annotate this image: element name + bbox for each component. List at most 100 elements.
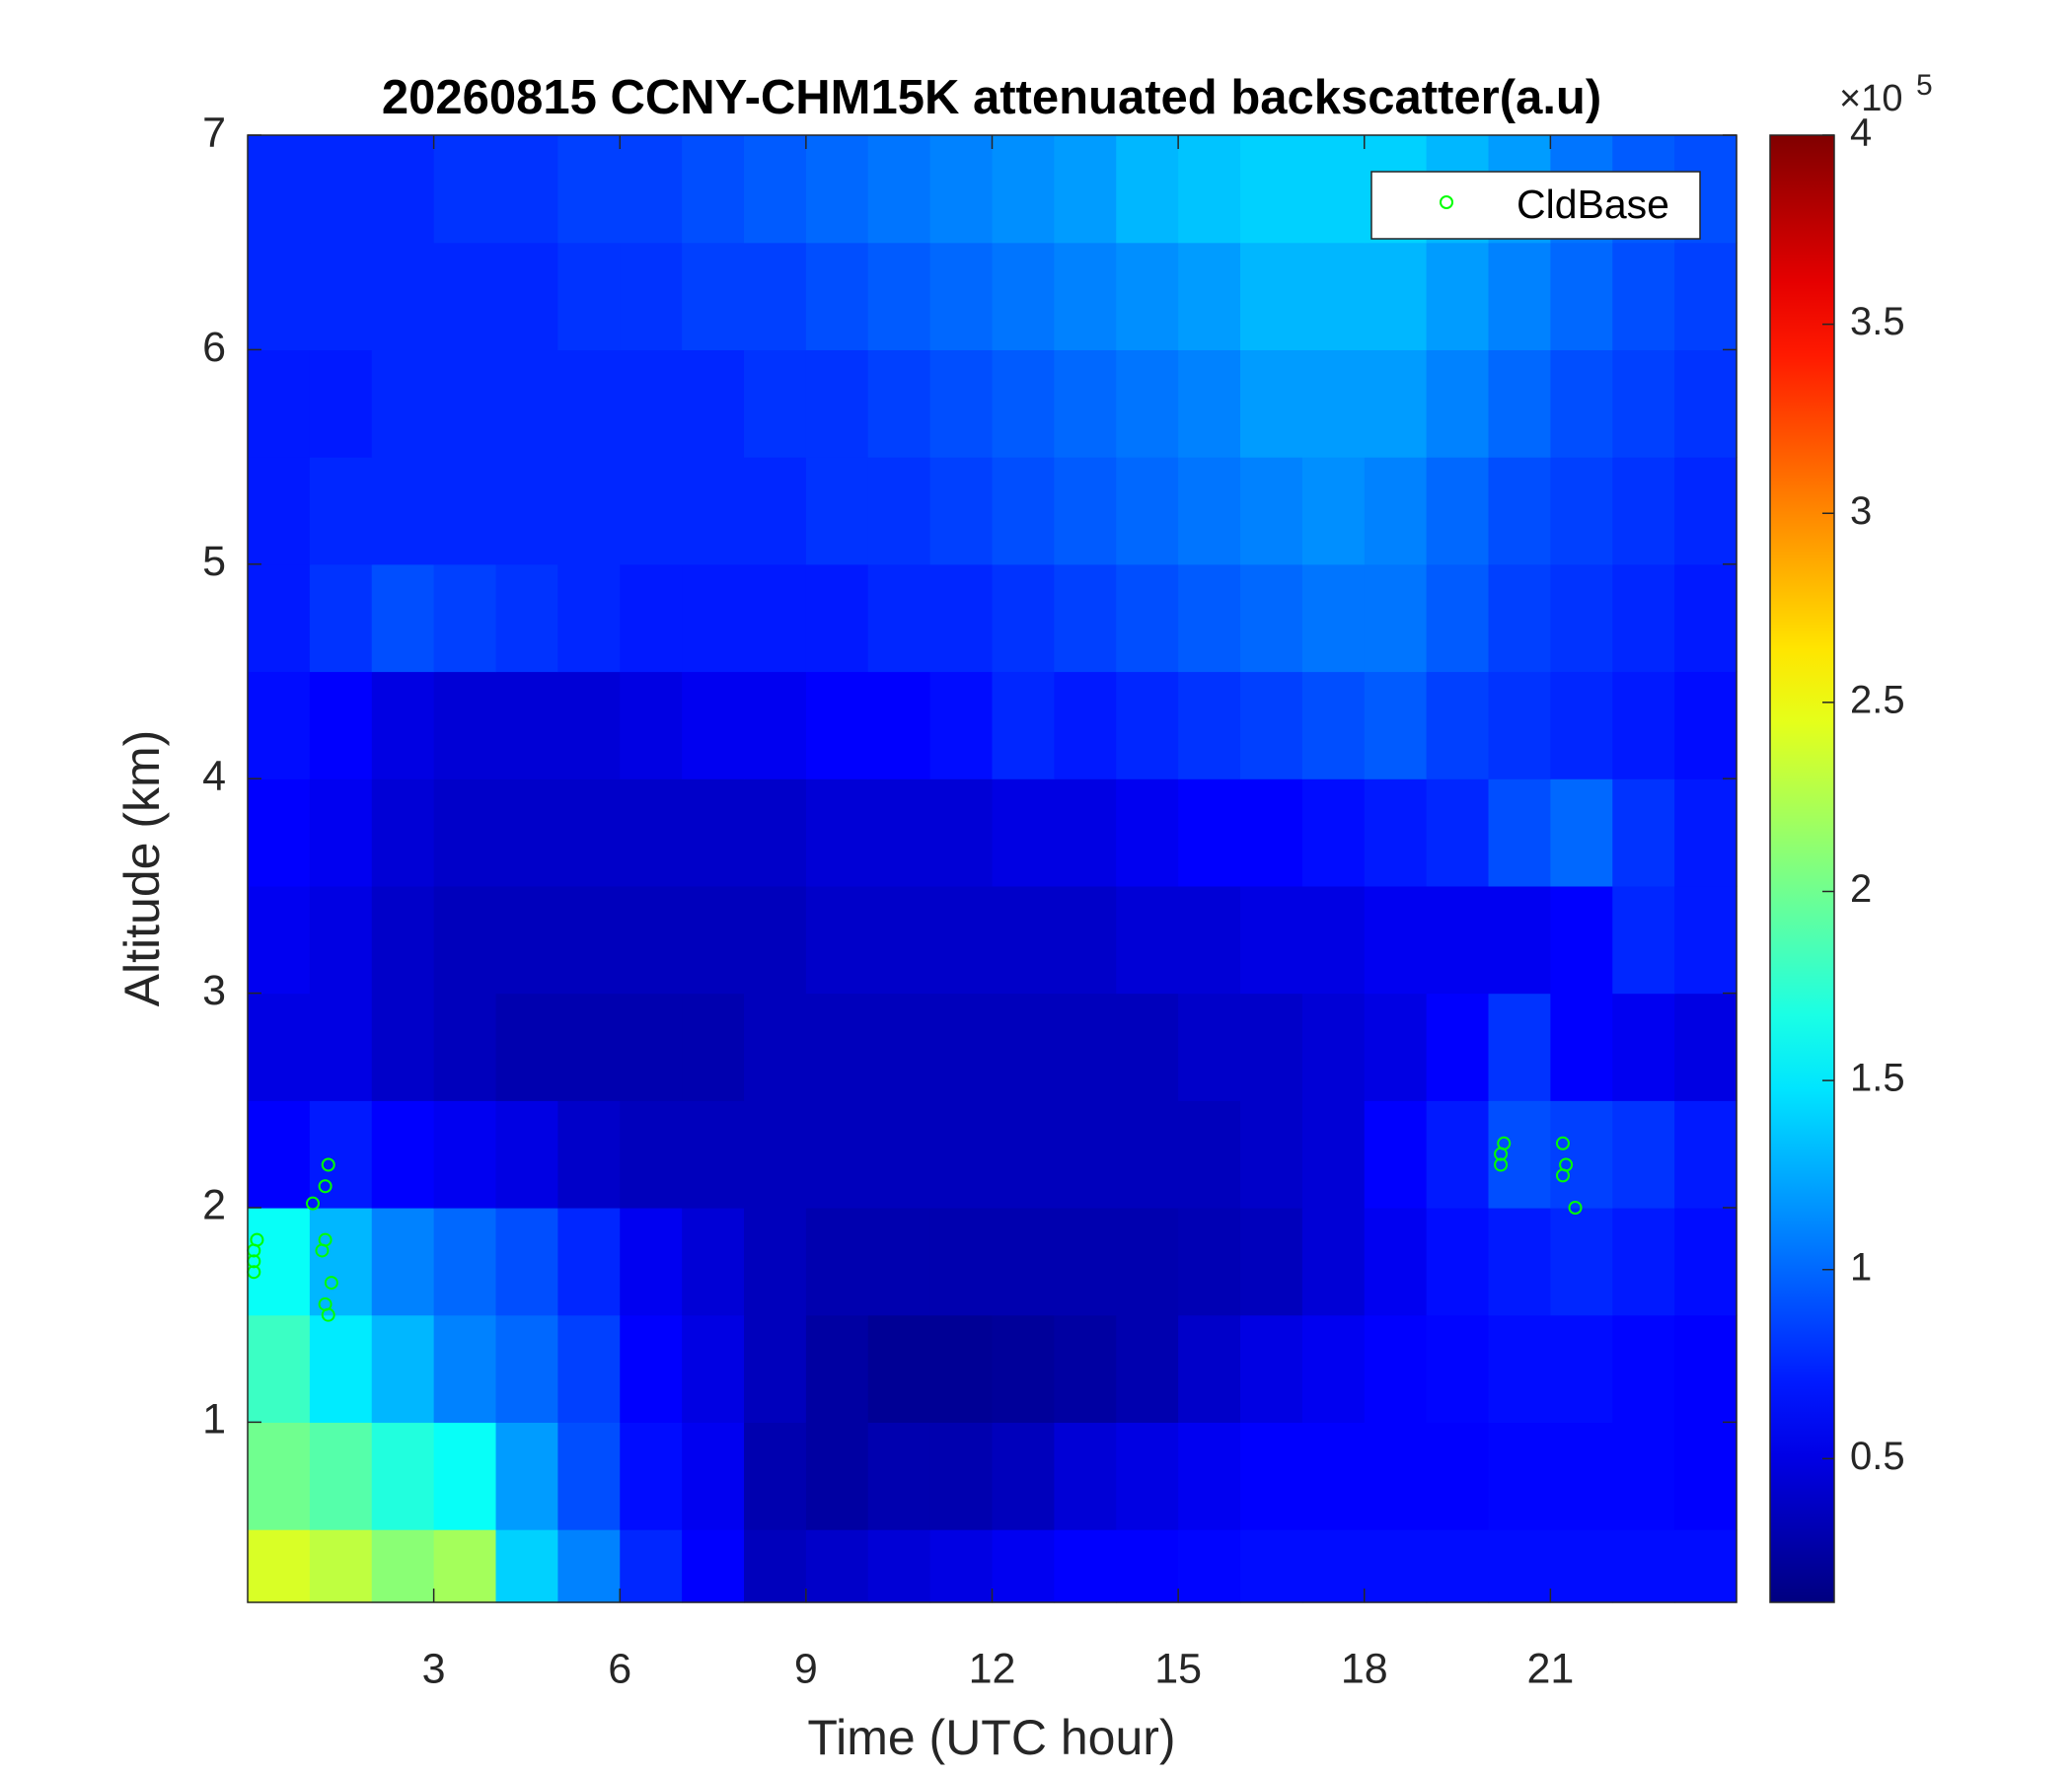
heatmap-cell: [1054, 993, 1117, 1101]
heatmap-cell: [1178, 1207, 1241, 1316]
x-tick-label: 21: [1526, 1645, 1574, 1692]
heatmap-cell: [992, 349, 1055, 458]
heatmap-cell: [1054, 349, 1117, 458]
heatmap-cell: [929, 135, 994, 244]
heatmap-cell: [682, 993, 745, 1101]
heatmap-cell: [1178, 778, 1241, 887]
y-tick-label: 7: [202, 109, 226, 156]
heatmap-cell: [744, 1422, 807, 1530]
heatmap-cell: [371, 885, 435, 995]
heatmap-cell: [495, 457, 558, 565]
heatmap-cell: [744, 671, 807, 779]
x-tick-label: 18: [1341, 1645, 1388, 1692]
heatmap-cell: [682, 1314, 745, 1423]
colorbar-tick-label: 2.5: [1850, 678, 1905, 721]
heatmap-cell: [433, 1314, 497, 1423]
y-tick-label: 1: [202, 1396, 226, 1443]
heatmap-cell: [1488, 242, 1551, 350]
cloud-base-point: [1555, 1136, 1570, 1150]
heatmap-cell: [1612, 885, 1675, 995]
heatmap-cell: [1488, 563, 1551, 673]
heatmap-cell: [805, 242, 869, 350]
heatmap-cell: [620, 671, 683, 779]
heatmap-cell: [309, 671, 373, 779]
heatmap-cell: [1488, 1422, 1551, 1530]
heatmap-cell: [248, 457, 311, 565]
colorbar: [1769, 134, 1835, 1603]
legend-marker: [1440, 195, 1453, 209]
heatmap-cell: [248, 993, 311, 1101]
heatmap-cell: [248, 1529, 311, 1603]
heatmap-cell: [620, 1422, 683, 1530]
heatmap-cell: [433, 457, 497, 565]
heatmap-cell: [557, 671, 621, 779]
heatmap-cell: [620, 1314, 683, 1423]
heatmap-cell: [1364, 885, 1428, 995]
heatmap-cell: [495, 242, 558, 350]
heatmap-cell: [992, 135, 1055, 244]
heatmap-cell: [929, 563, 994, 673]
cloud-base-points: [247, 1136, 1583, 1322]
heatmap-cell: [867, 563, 931, 673]
heatmap-cell: [1054, 242, 1117, 350]
heatmap-cell: [1364, 563, 1428, 673]
heatmap-cell: [1054, 457, 1117, 565]
heatmap-cell: [309, 993, 373, 1101]
heatmap-cell: [1674, 349, 1738, 458]
heatmap-cell: [929, 349, 994, 458]
heatmap-cell: [1116, 242, 1179, 350]
heatmap-cell: [495, 778, 558, 887]
heatmap-cell: [744, 1529, 807, 1603]
heatmap-cell: [620, 1529, 683, 1603]
heatmap-cell: [620, 135, 683, 244]
heatmap-cell: [992, 993, 1055, 1101]
heatmap-cell: [805, 885, 869, 995]
heatmap-cell: [929, 457, 994, 565]
heatmap-cell: [1178, 135, 1241, 244]
heatmap-cell: [248, 1100, 311, 1209]
heatmap-cell: [495, 349, 558, 458]
heatmap-cell: [1550, 993, 1613, 1101]
heatmap-cell: [620, 563, 683, 673]
heatmap-cell: [929, 671, 994, 779]
heatmap-cell: [1240, 671, 1303, 779]
heatmap-cell: [1550, 885, 1613, 995]
heatmap-cell: [433, 1529, 497, 1603]
heatmap-cell: [1612, 1207, 1675, 1316]
heatmap-cell: [929, 1422, 994, 1530]
heatmap-cell: [1364, 349, 1428, 458]
heatmap-cell: [805, 671, 869, 779]
heatmap-cell: [1426, 671, 1490, 779]
x-tick-label: 9: [794, 1645, 818, 1692]
heatmap-cell: [992, 671, 1055, 779]
heatmap-cell: [1364, 1529, 1428, 1603]
heatmap-cell: [1364, 242, 1428, 350]
heatmap-cell: [1550, 563, 1613, 673]
heatmap-cell: [1240, 349, 1303, 458]
heatmap-cell: [557, 135, 621, 244]
heatmap-cell: [1426, 457, 1490, 565]
heatmap-cell: [1364, 457, 1428, 565]
heatmap-cell: [1426, 563, 1490, 673]
heatmap-cell: [371, 1314, 435, 1423]
heatmap-cell: [557, 885, 621, 995]
heatmap-cell: [805, 1422, 869, 1530]
heatmap-cell: [1240, 1314, 1303, 1423]
colorbar-exponent: 5: [1916, 69, 1933, 102]
heatmap-cell: [433, 671, 497, 779]
heatmap-cell: [1178, 242, 1241, 350]
heatmap-cell: [929, 242, 994, 350]
heatmap-cell: [1054, 1422, 1117, 1530]
heatmap-cell: [1550, 1207, 1613, 1316]
heatmap-cell: [1550, 242, 1613, 350]
heatmap-cell: [1612, 1422, 1675, 1530]
heatmap-cell: [1301, 349, 1366, 458]
heatmap-cell: [867, 242, 931, 350]
heatmap-cell: [1301, 885, 1366, 995]
heatmap-cell: [1054, 885, 1117, 995]
heatmap-cell: [1674, 242, 1738, 350]
colorbar-tick-label: 3.5: [1850, 300, 1905, 343]
heatmap-cell: [929, 993, 994, 1101]
heatmap-cell: [805, 1314, 869, 1423]
heatmap-cell: [371, 563, 435, 673]
